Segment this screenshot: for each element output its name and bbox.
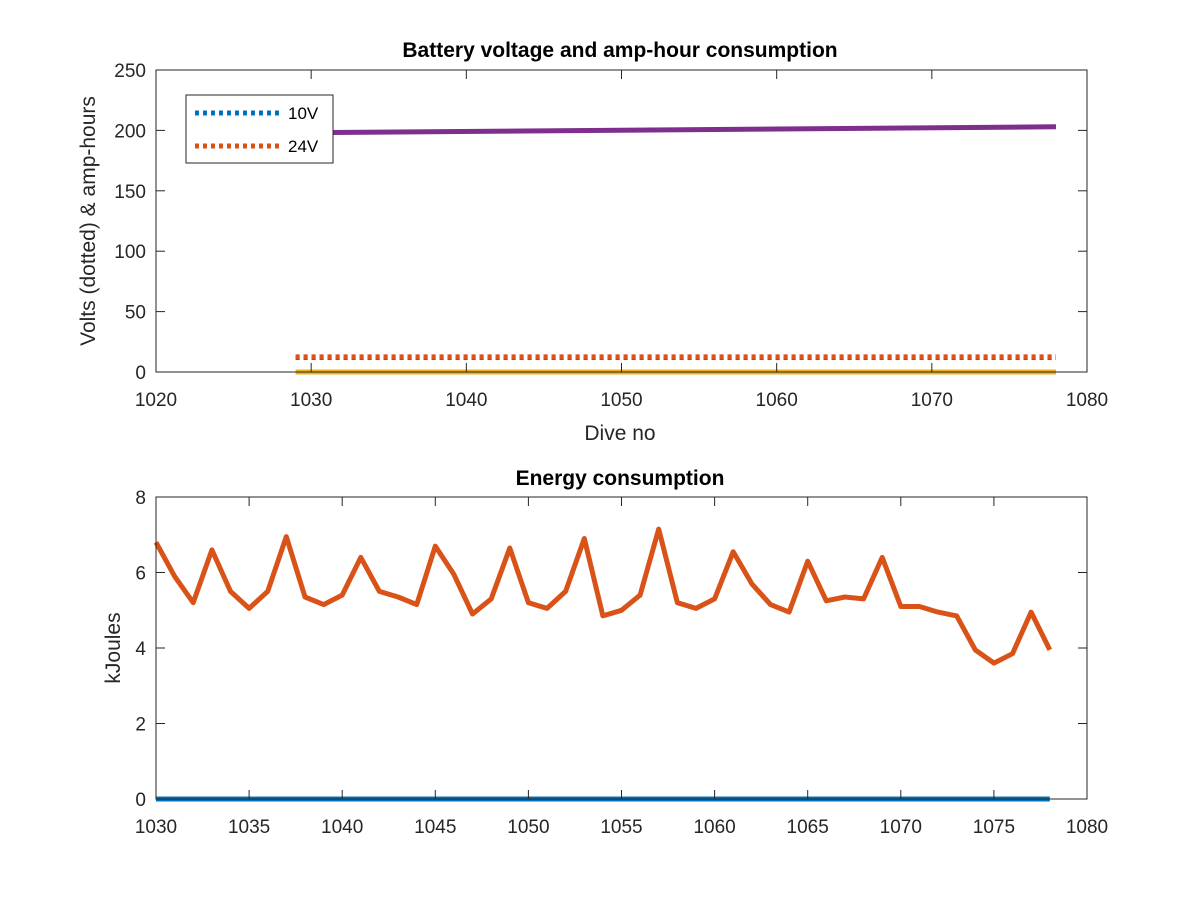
energy-x-tick-label: 1040 [321, 817, 363, 838]
battery-y-tick-label: 150 [114, 182, 146, 203]
battery-x-tick-label: 1050 [600, 390, 642, 411]
battery-x-tick-label: 1040 [445, 390, 487, 411]
battery-y-tick-label: 250 [114, 61, 146, 82]
battery-chart: Battery voltage and amp-hour consumption… [77, 39, 1108, 445]
energy-plot-area [156, 497, 1087, 799]
battery-x-tick-label: 1080 [1066, 390, 1108, 411]
battery-y-tick-label: 100 [114, 242, 146, 263]
battery-legend: 10V 24V [185, 94, 334, 164]
battery-y-axis-label: Volts (dotted) & amp-hours [77, 96, 100, 346]
energy-y-tick-label: 6 [135, 564, 146, 585]
energy-x-tick-label: 1080 [1066, 817, 1108, 838]
energy-chart-title: Energy consumption [516, 467, 725, 490]
energy-chart: Energy consumption 1030 1035 1040 1045 1050 1… [102, 467, 1108, 838]
battery-y-tick-label: 0 [135, 363, 146, 384]
energy-y-tick-label: 8 [135, 488, 146, 509]
battery-x-axis-label: Dive no [584, 422, 655, 445]
energy-x-tick-label: 1055 [600, 817, 642, 838]
energy-x-tick-label: 1050 [507, 817, 549, 838]
energy-x-tick-label: 1060 [693, 817, 735, 838]
battery-y-tick-label: 200 [114, 121, 146, 142]
energy-y-tick-label: 2 [135, 715, 146, 736]
legend-box [185, 94, 334, 164]
energy-y-tick-label: 4 [135, 639, 146, 660]
energy-y-tick-label: 0 [135, 790, 146, 811]
battery-chart-title: Battery voltage and amp-hour consumption [402, 39, 837, 62]
energy-x-tick-label: 1035 [228, 817, 270, 838]
battery-x-tick-label: 1030 [290, 390, 332, 411]
energy-x-tick-label: 1045 [414, 817, 456, 838]
battery-x-tick-label: 1020 [135, 390, 177, 411]
battery-y-tick-label: 50 [125, 303, 146, 324]
energy-x-tick-label: 1070 [880, 817, 922, 838]
energy-y-axis-label: kJoules [102, 612, 125, 683]
battery-x-tick-label: 1060 [756, 390, 798, 411]
energy-series-0-line [153, 526, 1053, 666]
energy-x-tick-label: 1075 [973, 817, 1015, 838]
legend-10v-label: 10V [288, 104, 319, 123]
legend-24v-label: 24V [288, 137, 319, 156]
battery-x-tick-label: 1070 [911, 390, 953, 411]
energy-x-tick-label: 1065 [787, 817, 829, 838]
battery-series-3-line [295, 124, 1057, 136]
energy-x-tick-label: 1030 [135, 817, 177, 838]
